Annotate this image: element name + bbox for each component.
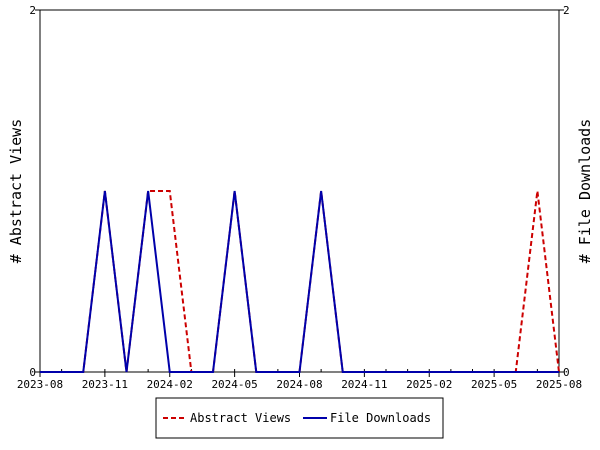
x-tick-label: 2023-08: [17, 378, 63, 391]
y-right-tick-label: 2: [563, 4, 570, 17]
series-layer: [40, 190, 560, 373]
y-right-tick-label: 0: [563, 366, 570, 379]
x-tick-label: 2024-02: [147, 378, 193, 391]
x-tick-label: 2025-05: [471, 378, 517, 391]
series-line-file-downloads: [40, 190, 559, 373]
y-left-axis-title: # Abstract Views: [7, 119, 25, 264]
x-tick-label: 2025-08: [536, 378, 582, 391]
y-left-tick-label: 2: [29, 4, 36, 17]
x-tick-label: 2025-02: [406, 378, 452, 391]
y-left-tick-label: 0: [29, 366, 36, 379]
x-tick-label: 2024-05: [211, 378, 257, 391]
plot-frame: [39, 9, 560, 373]
legend: Abstract Views File Downloads: [155, 397, 444, 439]
legend-box: [155, 397, 444, 439]
legend-label-abstract-views: Abstract Views: [190, 411, 291, 425]
x-tick-label: 2024-11: [341, 378, 387, 391]
y-axes: 0 2 0 2: [29, 4, 569, 379]
x-tick-label: 2023-11: [82, 378, 128, 391]
legend-label-file-downloads: File Downloads: [330, 411, 431, 425]
y-right-axis-title: # File Downloads: [576, 119, 594, 264]
x-tick-label: 2024-08: [276, 378, 322, 391]
